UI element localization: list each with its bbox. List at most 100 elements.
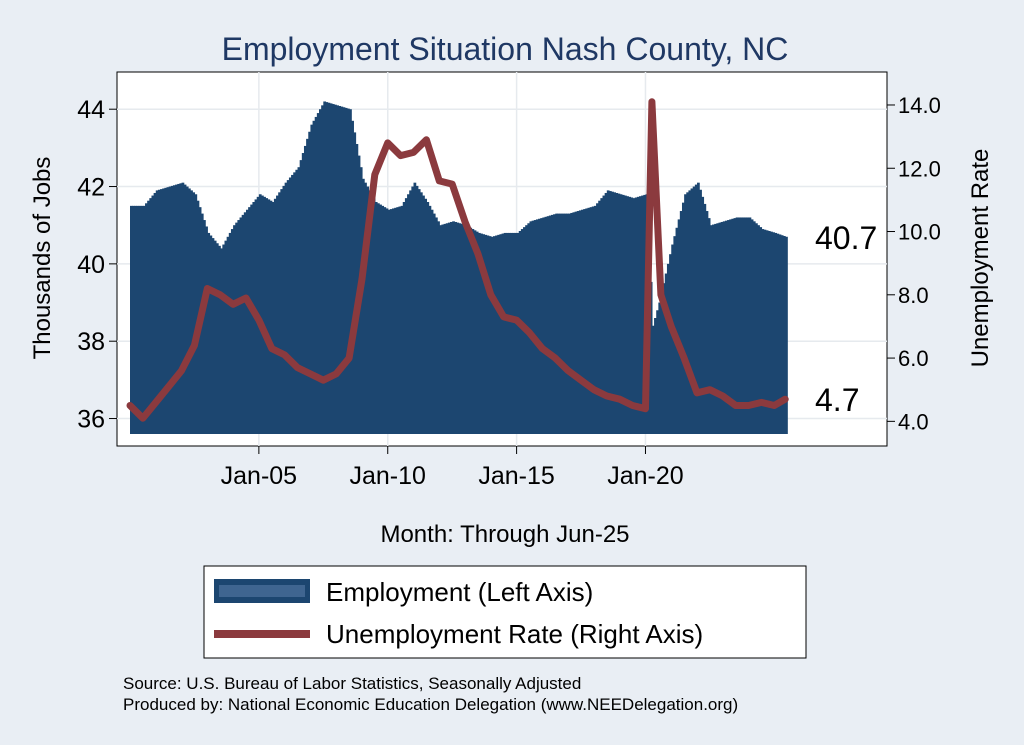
employment-bar [157,189,161,434]
employment-bar [450,221,453,434]
employment-bar [471,229,475,434]
employment-bar [583,209,586,434]
employment-bar [454,221,458,434]
employment-bar [694,184,698,434]
employment-bar [649,281,653,434]
employment-bar [349,109,352,434]
employment-bar [396,207,400,434]
employment-bar [374,202,378,434]
employment-bar [288,177,292,434]
employment-bar [475,231,479,434]
employment-bar [757,225,760,434]
legend-employment-swatch-inner [219,585,305,597]
employment-bar [469,227,473,434]
employment-bar [666,263,670,434]
employment-bar [187,188,191,434]
right-tick-label: 8.0 [898,283,929,308]
employment-bar [606,190,610,434]
employment-bar [239,217,243,434]
employment-bar [608,191,612,434]
employment-bar [679,211,683,434]
employment-bar [222,244,226,434]
employment-bar [546,216,550,434]
employment-bar [477,232,481,434]
employment-bar [581,209,584,434]
employment-bar [400,205,404,434]
employment-bar [342,107,346,435]
employment-bar [688,190,692,434]
employment-bar [312,120,316,435]
employment-bar [213,240,217,434]
employment-bar [370,194,374,434]
employment-bar [550,214,554,434]
employment-bar [376,203,380,434]
employment-bar [492,236,496,434]
employment-bar [761,229,765,434]
employment-bar [428,205,432,434]
employment-bar [361,178,365,434]
chart-title: Employment Situation Nash County, NC [222,31,789,67]
employment-bar [372,198,376,434]
employment-bar [443,223,447,434]
employment-bar [770,231,773,434]
employment-bar [593,205,597,434]
employment-bar [701,196,705,434]
employment-bar [501,233,505,434]
employment-bar [555,213,559,434]
employment-bar [351,120,354,435]
employment-bar [675,227,679,434]
employment-bar [192,192,196,434]
x-tick-label: Jan-05 [221,462,297,490]
employment-bar [323,101,327,434]
employment-bar [340,106,344,434]
right-tick-label: 14.0 [898,93,941,118]
employment-bar [744,217,748,434]
employment-bar [269,200,273,434]
employment-bar [316,113,320,435]
employment-bar [568,213,571,434]
produced-by-note: Produced by: National Economic Education… [123,695,738,714]
employment-bar [211,238,215,434]
employment-bar [179,183,183,434]
employment-bar [162,188,165,434]
employment-bar [630,197,634,434]
employment-bar [172,185,176,434]
employment-bar [641,195,644,434]
left-tick-label: 38 [77,328,105,356]
employment-bar [353,132,357,434]
employment-bar [467,226,470,434]
employment-bar [243,212,247,434]
employment-bar [733,218,737,434]
employment-bar [559,213,563,434]
employment-bar [724,220,728,434]
employment-bar [261,195,264,434]
employment-bar [147,200,150,434]
employment-bar [327,102,331,434]
employment-bar [190,190,193,434]
employment-bar [166,187,170,434]
employment-bar [409,190,412,434]
employment-bar [712,224,715,434]
employment-bar [621,194,625,434]
employment-bar [611,191,614,434]
employment-bar [602,195,606,434]
employment-bar [314,116,318,434]
employment-bar [596,203,599,434]
employment-bar [604,192,608,434]
employment-bar [634,197,638,434]
employment-bar [763,229,767,434]
employment-bar [394,207,397,434]
employment-bar [293,172,296,434]
left-tick-label: 36 [77,406,105,434]
employment-bar [495,235,498,434]
employment-bar [729,219,732,434]
employment-bar [720,221,724,434]
employment-bar [566,213,569,434]
employment-bar [772,232,775,434]
employment-bar [308,131,312,434]
employment-bar [613,192,617,434]
unemployment-line [126,98,789,422]
employment-bar [241,214,245,434]
employment-bar [245,209,249,434]
